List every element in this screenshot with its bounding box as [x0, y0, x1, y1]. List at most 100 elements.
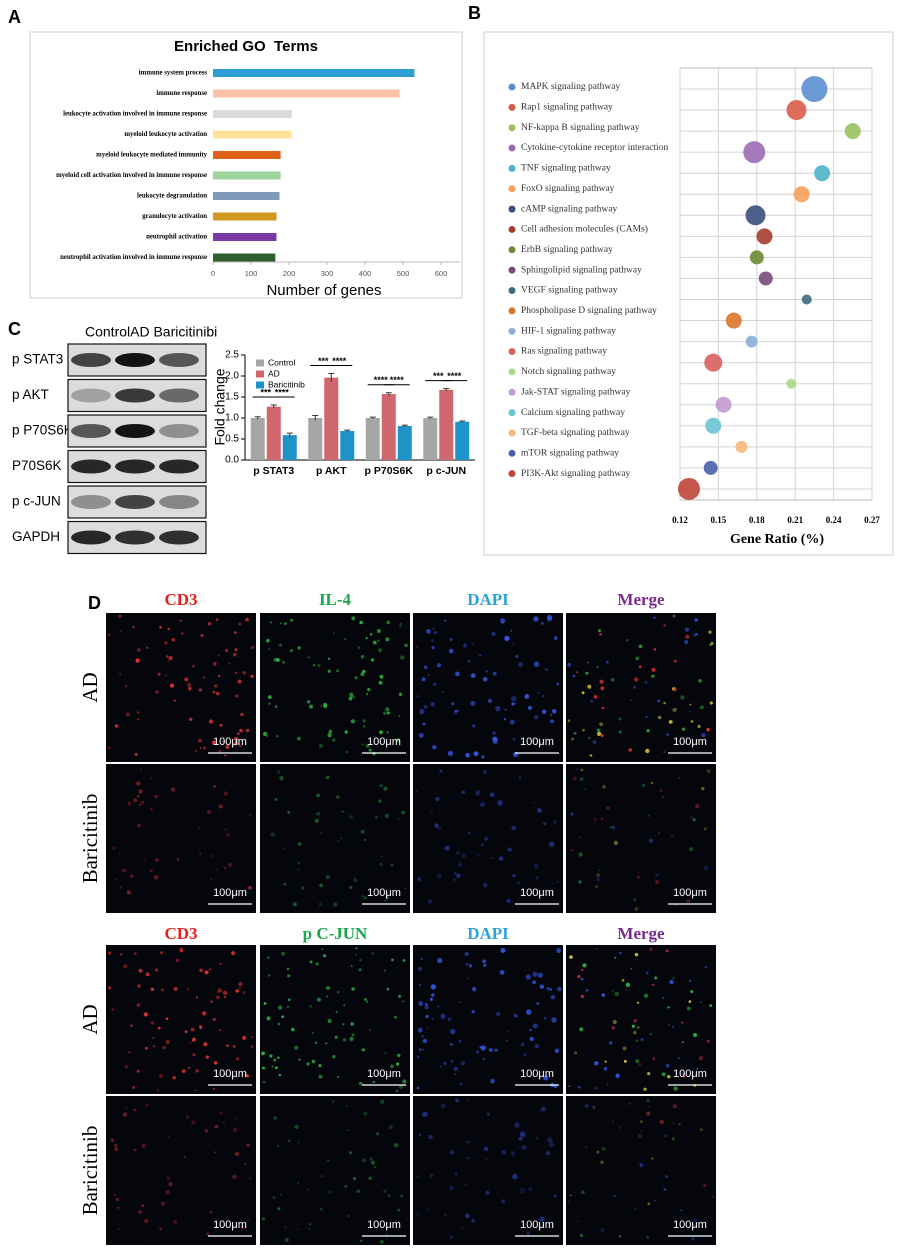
cell-signal — [426, 1208, 429, 1211]
cell-signal — [327, 732, 332, 738]
bar — [266, 406, 281, 460]
cell-signal — [456, 709, 459, 712]
cell-signal — [481, 843, 484, 847]
cell-signal — [507, 847, 512, 852]
cell-signal — [292, 902, 297, 907]
legend-label: ErbB signaling pathway — [521, 245, 613, 255]
cell-signal — [210, 1000, 213, 1003]
cell-signal — [349, 1036, 354, 1042]
cell-signal — [578, 1086, 581, 1089]
cell-signal — [470, 700, 476, 706]
cell-signal — [184, 1030, 188, 1034]
cell-signal — [234, 1070, 237, 1073]
cell-signal — [536, 1002, 539, 1005]
cell-signal — [136, 718, 140, 721]
bar — [213, 233, 277, 241]
cell-signal — [210, 877, 213, 880]
cell-signal — [155, 968, 159, 972]
cell-signal — [673, 1086, 678, 1091]
cell-signal — [672, 1104, 677, 1109]
cell-signal — [635, 656, 640, 661]
cell-signal — [383, 969, 387, 972]
cell-signal — [248, 885, 253, 890]
micrograph — [106, 1096, 256, 1245]
cell-signal — [365, 1000, 369, 1003]
cell-signal — [145, 972, 150, 977]
bubble — [725, 312, 742, 329]
cell-signal — [549, 988, 552, 991]
cell-signal — [141, 1204, 145, 1208]
cell-signal — [600, 817, 604, 821]
cell-signal — [614, 991, 620, 997]
cell-signal — [336, 795, 340, 799]
cell-signal — [419, 983, 422, 987]
cell-signal — [281, 1015, 285, 1019]
cell-signal — [125, 712, 130, 717]
scale-bar-label: 100μm — [673, 1219, 707, 1231]
cell-signal — [636, 875, 640, 879]
cell-signal — [171, 638, 176, 642]
cell-signal — [533, 801, 535, 804]
row-label: Baricitinib — [78, 1126, 102, 1216]
cell-signal — [429, 997, 433, 1001]
y-tick-label: 2.5 — [225, 350, 239, 361]
cell-signal — [540, 621, 544, 625]
cell-signal — [400, 655, 405, 660]
cell-signal — [237, 732, 240, 735]
cell-signal — [464, 1213, 470, 1219]
cell-signal — [578, 836, 581, 839]
cell-signal — [519, 1188, 526, 1194]
cell-signal — [383, 786, 388, 792]
blot-row-label: GAPDH — [12, 529, 60, 544]
cell-signal — [199, 747, 202, 749]
error-bar — [443, 388, 450, 392]
cell-signal — [306, 700, 311, 704]
cell-signal — [211, 740, 216, 745]
plot-area — [679, 67, 873, 501]
cell-signal — [336, 990, 340, 994]
cell-signal — [471, 1010, 475, 1014]
cell-signal — [597, 731, 602, 736]
cell-signal — [375, 1132, 380, 1136]
cell-signal — [369, 1157, 373, 1161]
cell-signal — [119, 673, 122, 676]
cell-signal — [159, 626, 162, 629]
cell-signal — [695, 633, 698, 636]
cell-signal — [115, 877, 118, 881]
cell-signal — [441, 690, 444, 693]
cell-signal — [364, 998, 367, 1001]
cell-signal — [657, 715, 662, 720]
cell-signal — [575, 767, 578, 771]
cell-signal — [249, 813, 252, 816]
cell-signal — [471, 643, 474, 645]
micrograph — [260, 613, 410, 762]
cell-signal — [547, 1137, 553, 1143]
cell-signal — [150, 987, 155, 992]
cell-signal — [587, 661, 590, 664]
cell-signal — [245, 617, 249, 622]
cell-signal — [576, 671, 578, 674]
cell-signal — [639, 1163, 644, 1168]
cell-signal — [308, 704, 314, 709]
cell-signal — [424, 1002, 428, 1006]
cell-signal — [532, 980, 536, 985]
cell-signal — [709, 643, 712, 647]
cell-signal — [594, 1087, 597, 1090]
cell-signal — [461, 853, 466, 858]
cell-signal — [533, 661, 540, 667]
cell-signal — [671, 1137, 676, 1141]
cell-signal — [556, 682, 559, 686]
scale-bar-label: 100μm — [520, 736, 554, 748]
cell-signal — [625, 982, 630, 987]
cell-signal — [467, 1099, 470, 1102]
cell-signal — [248, 886, 251, 889]
blot-band — [115, 495, 155, 509]
cell-signal — [635, 1058, 640, 1064]
cell-signal — [359, 959, 362, 961]
column-header: DAPI — [467, 924, 509, 943]
cell-signal — [500, 947, 506, 954]
legend-swatch — [256, 359, 264, 367]
cell-signal — [284, 1237, 289, 1243]
cell-signal — [428, 1134, 433, 1140]
cell-signal — [205, 1055, 210, 1059]
